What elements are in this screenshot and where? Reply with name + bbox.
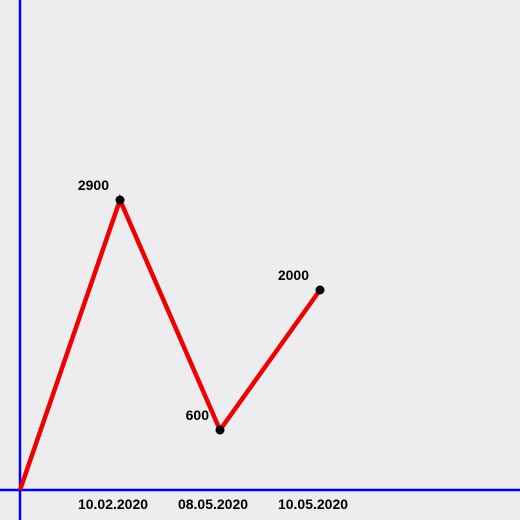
series-layer bbox=[17, 193, 325, 491]
data-point bbox=[315, 285, 325, 295]
data-label: 600 bbox=[186, 407, 210, 423]
data-label: 2900 bbox=[78, 177, 109, 193]
series-line bbox=[17, 193, 322, 491]
data-label: 2000 bbox=[278, 267, 309, 283]
x-tick-label: 10.05.2020 bbox=[278, 496, 348, 512]
data-point bbox=[215, 425, 225, 435]
labels-layer: 2900 600 2000 10.02.2020 08.05.2020 10.05.202… bbox=[78, 177, 348, 512]
x-tick-label: 10.02.2020 bbox=[78, 496, 148, 512]
x-tick-label: 08.05.2020 bbox=[178, 496, 248, 512]
data-point bbox=[115, 195, 125, 205]
